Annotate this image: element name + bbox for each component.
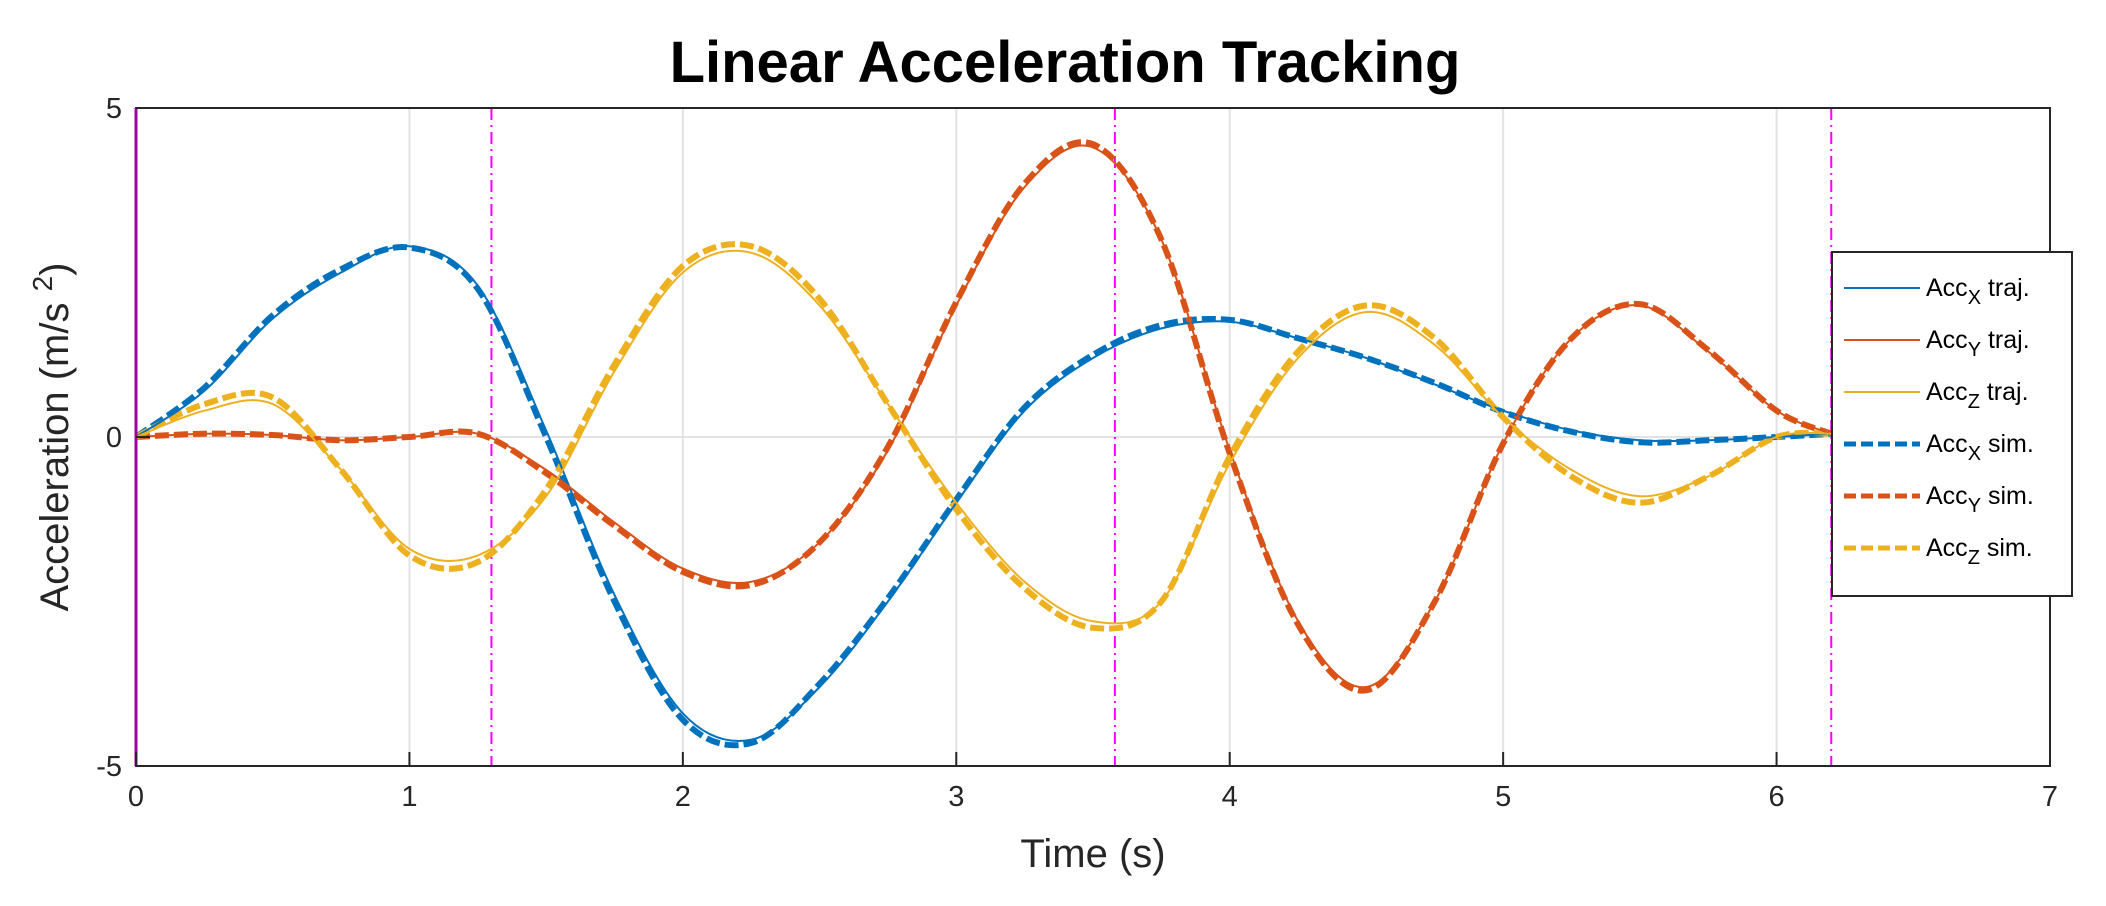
legend-entry-axis: Z — [1968, 391, 1980, 413]
x-tick-label: 4 — [1222, 781, 1238, 813]
legend-entry-label: AccX sim. — [1926, 430, 2034, 465]
legend-entry-axis: X — [1968, 443, 1981, 465]
legend-box — [1831, 251, 2073, 597]
x-tick-label: 0 — [128, 781, 144, 813]
legend-entry-axis: Y — [1968, 495, 1981, 517]
legend-entry-label: AccY traj. — [1926, 326, 2030, 361]
y-tick-label: -5 — [96, 751, 122, 783]
x-tick-label: 1 — [401, 781, 417, 813]
series-line-z-sim — [134, 241, 1832, 632]
legend-entry-name: traj. — [1981, 326, 2030, 354]
legend-entry-name: traj. — [1980, 378, 2029, 406]
y-axis-label-close: ) — [33, 262, 77, 275]
series-line-x-sim — [134, 244, 1832, 749]
x-tick-label: 7 — [2042, 781, 2058, 813]
x-tick-label: 2 — [675, 781, 691, 813]
legend-entry-axis: Y — [1968, 339, 1981, 361]
legend-entry-label: AccZ sim. — [1926, 534, 2033, 569]
x-axis-label: Time (s) — [1020, 832, 1165, 876]
y-axis-label: Acceleration (m/s 2) — [27, 262, 77, 611]
series-line-z-traj — [135, 249, 1832, 625]
y-axis-label-sup: 2 — [27, 276, 58, 292]
series-line-y-traj — [135, 144, 1832, 689]
legend-entry-name: traj. — [1981, 274, 2030, 302]
y-axis-label-main: Acceleration (m/s — [33, 291, 77, 611]
x-tick-label: 6 — [1769, 781, 1785, 813]
x-tick-label: 3 — [948, 781, 964, 813]
chart-title: Linear Acceleration Tracking — [670, 30, 1461, 95]
legend: AccX traj. AccY traj. AccZ traj. AccX sim. A… — [1831, 251, 2073, 597]
legend-entry-axis: Z — [1968, 547, 1980, 569]
legend-entry-name: sim. — [1981, 482, 2034, 510]
series-line-x-traj — [135, 245, 1832, 742]
y-tick-label: 5 — [106, 93, 122, 125]
legend-entry-label: AccY sim. — [1926, 482, 2034, 517]
legend-entry-label: AccX traj. — [1926, 274, 2030, 309]
legend-entry-axis: X — [1968, 287, 1981, 309]
y-tick-label: 0 — [106, 422, 122, 454]
series-lines — [134, 139, 1833, 749]
axis-ticks: 0 1 2 3 4 5 6 7-505 — [96, 93, 2058, 813]
legend-entry-name: sim. — [1981, 430, 2034, 458]
legend-entry-label: AccZ traj. — [1926, 378, 2029, 413]
x-tick-label: 5 — [1495, 781, 1511, 813]
legend-entry-name: sim. — [1980, 534, 2033, 562]
